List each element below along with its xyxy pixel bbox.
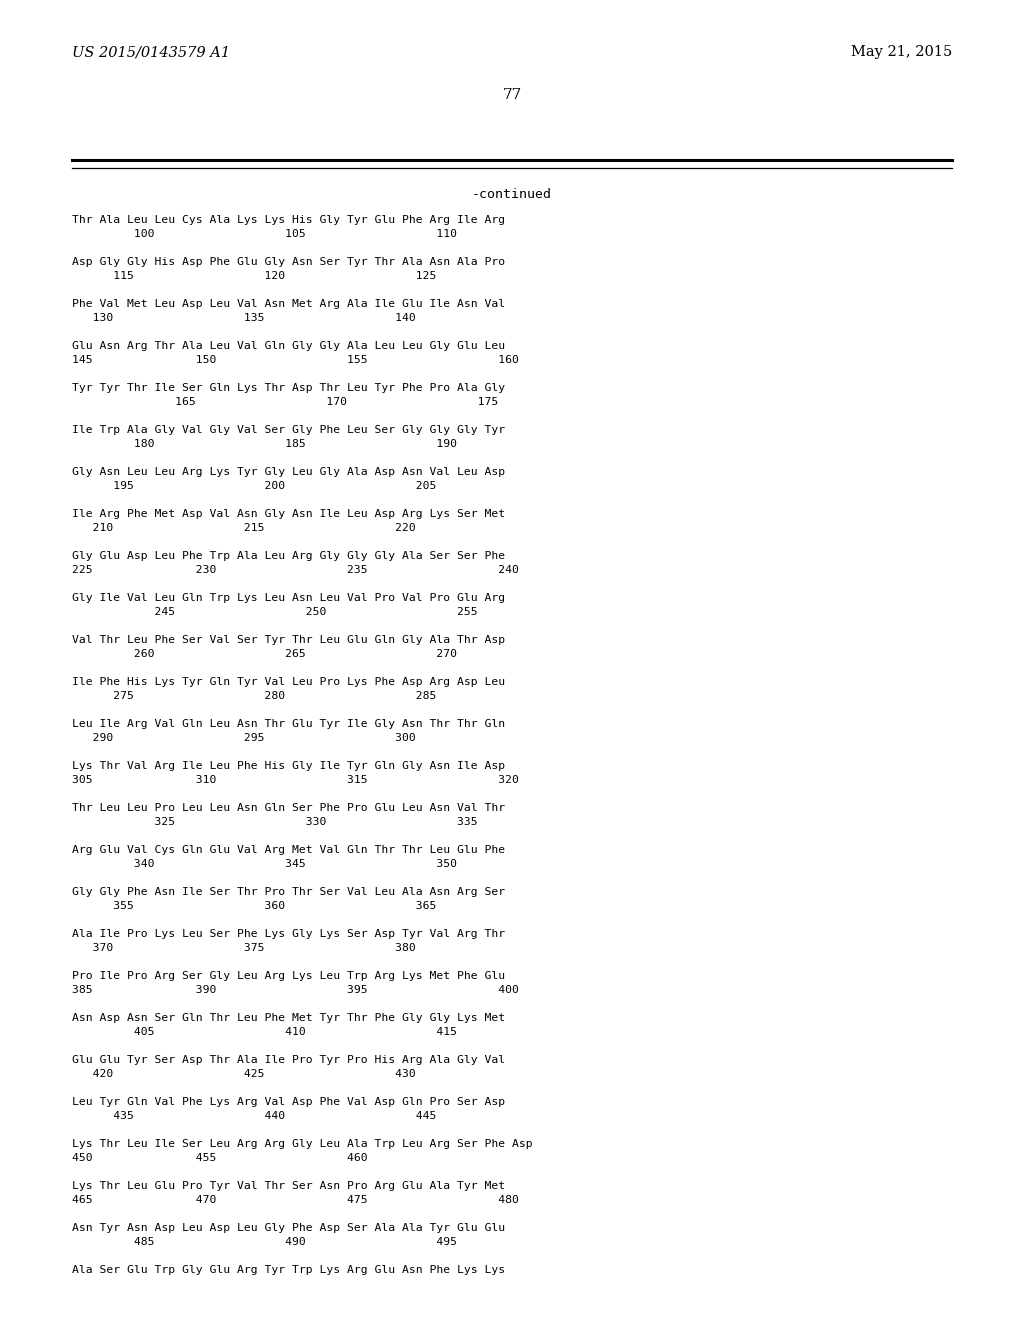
- Text: 290                   295                   300: 290 295 300: [72, 733, 416, 743]
- Text: Thr Ala Leu Leu Cys Ala Lys Lys His Gly Tyr Glu Phe Arg Ile Arg: Thr Ala Leu Leu Cys Ala Lys Lys His Gly …: [72, 215, 505, 224]
- Text: 450               455                   460: 450 455 460: [72, 1152, 368, 1163]
- Text: 355                   360                   365: 355 360 365: [72, 902, 436, 911]
- Text: Asn Tyr Asn Asp Leu Asp Leu Gly Phe Asp Ser Ala Ala Tyr Glu Glu: Asn Tyr Asn Asp Leu Asp Leu Gly Phe Asp …: [72, 1224, 505, 1233]
- Text: Thr Leu Leu Pro Leu Leu Asn Gln Ser Phe Pro Glu Leu Asn Val Thr: Thr Leu Leu Pro Leu Leu Asn Gln Ser Phe …: [72, 803, 505, 813]
- Text: 145               150                   155                   160: 145 150 155 160: [72, 355, 519, 366]
- Text: Lys Thr Leu Ile Ser Leu Arg Arg Gly Leu Ala Trp Leu Arg Ser Phe Asp: Lys Thr Leu Ile Ser Leu Arg Arg Gly Leu …: [72, 1139, 532, 1148]
- Text: 130                   135                   140: 130 135 140: [72, 313, 416, 323]
- Text: Arg Glu Val Cys Gln Glu Val Arg Met Val Gln Thr Thr Leu Glu Phe: Arg Glu Val Cys Gln Glu Val Arg Met Val …: [72, 845, 505, 855]
- Text: 245                   250                   255: 245 250 255: [72, 607, 477, 616]
- Text: Ala Ile Pro Lys Leu Ser Phe Lys Gly Lys Ser Asp Tyr Val Arg Thr: Ala Ile Pro Lys Leu Ser Phe Lys Gly Lys …: [72, 929, 505, 939]
- Text: US 2015/0143579 A1: US 2015/0143579 A1: [72, 45, 230, 59]
- Text: Ala Ser Glu Trp Gly Glu Arg Tyr Trp Lys Arg Glu Asn Phe Lys Lys: Ala Ser Glu Trp Gly Glu Arg Tyr Trp Lys …: [72, 1265, 505, 1275]
- Text: Asp Gly Gly His Asp Phe Glu Gly Asn Ser Tyr Thr Ala Asn Ala Pro: Asp Gly Gly His Asp Phe Glu Gly Asn Ser …: [72, 257, 505, 267]
- Text: 275                   280                   285: 275 280 285: [72, 690, 436, 701]
- Text: Ile Phe His Lys Tyr Gln Tyr Val Leu Pro Lys Phe Asp Arg Asp Leu: Ile Phe His Lys Tyr Gln Tyr Val Leu Pro …: [72, 677, 505, 686]
- Text: Phe Val Met Leu Asp Leu Val Asn Met Arg Ala Ile Glu Ile Asn Val: Phe Val Met Leu Asp Leu Val Asn Met Arg …: [72, 300, 505, 309]
- Text: Gly Glu Asp Leu Phe Trp Ala Leu Arg Gly Gly Gly Ala Ser Ser Phe: Gly Glu Asp Leu Phe Trp Ala Leu Arg Gly …: [72, 550, 505, 561]
- Text: 340                   345                   350: 340 345 350: [72, 859, 457, 869]
- Text: Gly Gly Phe Asn Ile Ser Thr Pro Thr Ser Val Leu Ala Asn Arg Ser: Gly Gly Phe Asn Ile Ser Thr Pro Thr Ser …: [72, 887, 505, 898]
- Text: 485                   490                   495: 485 490 495: [72, 1237, 457, 1247]
- Text: Lys Thr Leu Glu Pro Tyr Val Thr Ser Asn Pro Arg Glu Ala Tyr Met: Lys Thr Leu Glu Pro Tyr Val Thr Ser Asn …: [72, 1181, 505, 1191]
- Text: 210                   215                   220: 210 215 220: [72, 523, 416, 533]
- Text: 420                   425                   430: 420 425 430: [72, 1069, 416, 1078]
- Text: 165                   170                   175: 165 170 175: [72, 397, 499, 407]
- Text: Ile Trp Ala Gly Val Gly Val Ser Gly Phe Leu Ser Gly Gly Gly Tyr: Ile Trp Ala Gly Val Gly Val Ser Gly Phe …: [72, 425, 505, 436]
- Text: 325                   330                   335: 325 330 335: [72, 817, 477, 828]
- Text: Gly Ile Val Leu Gln Trp Lys Leu Asn Leu Val Pro Val Pro Glu Arg: Gly Ile Val Leu Gln Trp Lys Leu Asn Leu …: [72, 593, 505, 603]
- Text: Leu Tyr Gln Val Phe Lys Arg Val Asp Phe Val Asp Gln Pro Ser Asp: Leu Tyr Gln Val Phe Lys Arg Val Asp Phe …: [72, 1097, 505, 1107]
- Text: Leu Ile Arg Val Gln Leu Asn Thr Glu Tyr Ile Gly Asn Thr Thr Gln: Leu Ile Arg Val Gln Leu Asn Thr Glu Tyr …: [72, 719, 505, 729]
- Text: Val Thr Leu Phe Ser Val Ser Tyr Thr Leu Glu Gln Gly Ala Thr Asp: Val Thr Leu Phe Ser Val Ser Tyr Thr Leu …: [72, 635, 505, 645]
- Text: 435                   440                   445: 435 440 445: [72, 1111, 436, 1121]
- Text: 77: 77: [503, 88, 521, 102]
- Text: 180                   185                   190: 180 185 190: [72, 440, 457, 449]
- Text: 100                   105                   110: 100 105 110: [72, 228, 457, 239]
- Text: May 21, 2015: May 21, 2015: [851, 45, 952, 59]
- Text: -continued: -continued: [472, 187, 552, 201]
- Text: Glu Glu Tyr Ser Asp Thr Ala Ile Pro Tyr Pro His Arg Ala Gly Val: Glu Glu Tyr Ser Asp Thr Ala Ile Pro Tyr …: [72, 1055, 505, 1065]
- Text: 385               390                   395                   400: 385 390 395 400: [72, 985, 519, 995]
- Text: Glu Asn Arg Thr Ala Leu Val Gln Gly Gly Ala Leu Leu Gly Glu Leu: Glu Asn Arg Thr Ala Leu Val Gln Gly Gly …: [72, 341, 505, 351]
- Text: 225               230                   235                   240: 225 230 235 240: [72, 565, 519, 576]
- Text: Asn Asp Asn Ser Gln Thr Leu Phe Met Tyr Thr Phe Gly Gly Lys Met: Asn Asp Asn Ser Gln Thr Leu Phe Met Tyr …: [72, 1012, 505, 1023]
- Text: Ile Arg Phe Met Asp Val Asn Gly Asn Ile Leu Asp Arg Lys Ser Met: Ile Arg Phe Met Asp Val Asn Gly Asn Ile …: [72, 510, 505, 519]
- Text: 405                   410                   415: 405 410 415: [72, 1027, 457, 1038]
- Text: 260                   265                   270: 260 265 270: [72, 649, 457, 659]
- Text: 370                   375                   380: 370 375 380: [72, 942, 416, 953]
- Text: 465               470                   475                   480: 465 470 475 480: [72, 1195, 519, 1205]
- Text: Tyr Tyr Thr Ile Ser Gln Lys Thr Asp Thr Leu Tyr Phe Pro Ala Gly: Tyr Tyr Thr Ile Ser Gln Lys Thr Asp Thr …: [72, 383, 505, 393]
- Text: 115                   120                   125: 115 120 125: [72, 271, 436, 281]
- Text: 195                   200                   205: 195 200 205: [72, 480, 436, 491]
- Text: 305               310                   315                   320: 305 310 315 320: [72, 775, 519, 785]
- Text: Pro Ile Pro Arg Ser Gly Leu Arg Lys Leu Trp Arg Lys Met Phe Glu: Pro Ile Pro Arg Ser Gly Leu Arg Lys Leu …: [72, 972, 505, 981]
- Text: Gly Asn Leu Leu Arg Lys Tyr Gly Leu Gly Ala Asp Asn Val Leu Asp: Gly Asn Leu Leu Arg Lys Tyr Gly Leu Gly …: [72, 467, 505, 477]
- Text: Lys Thr Val Arg Ile Leu Phe His Gly Ile Tyr Gln Gly Asn Ile Asp: Lys Thr Val Arg Ile Leu Phe His Gly Ile …: [72, 762, 505, 771]
